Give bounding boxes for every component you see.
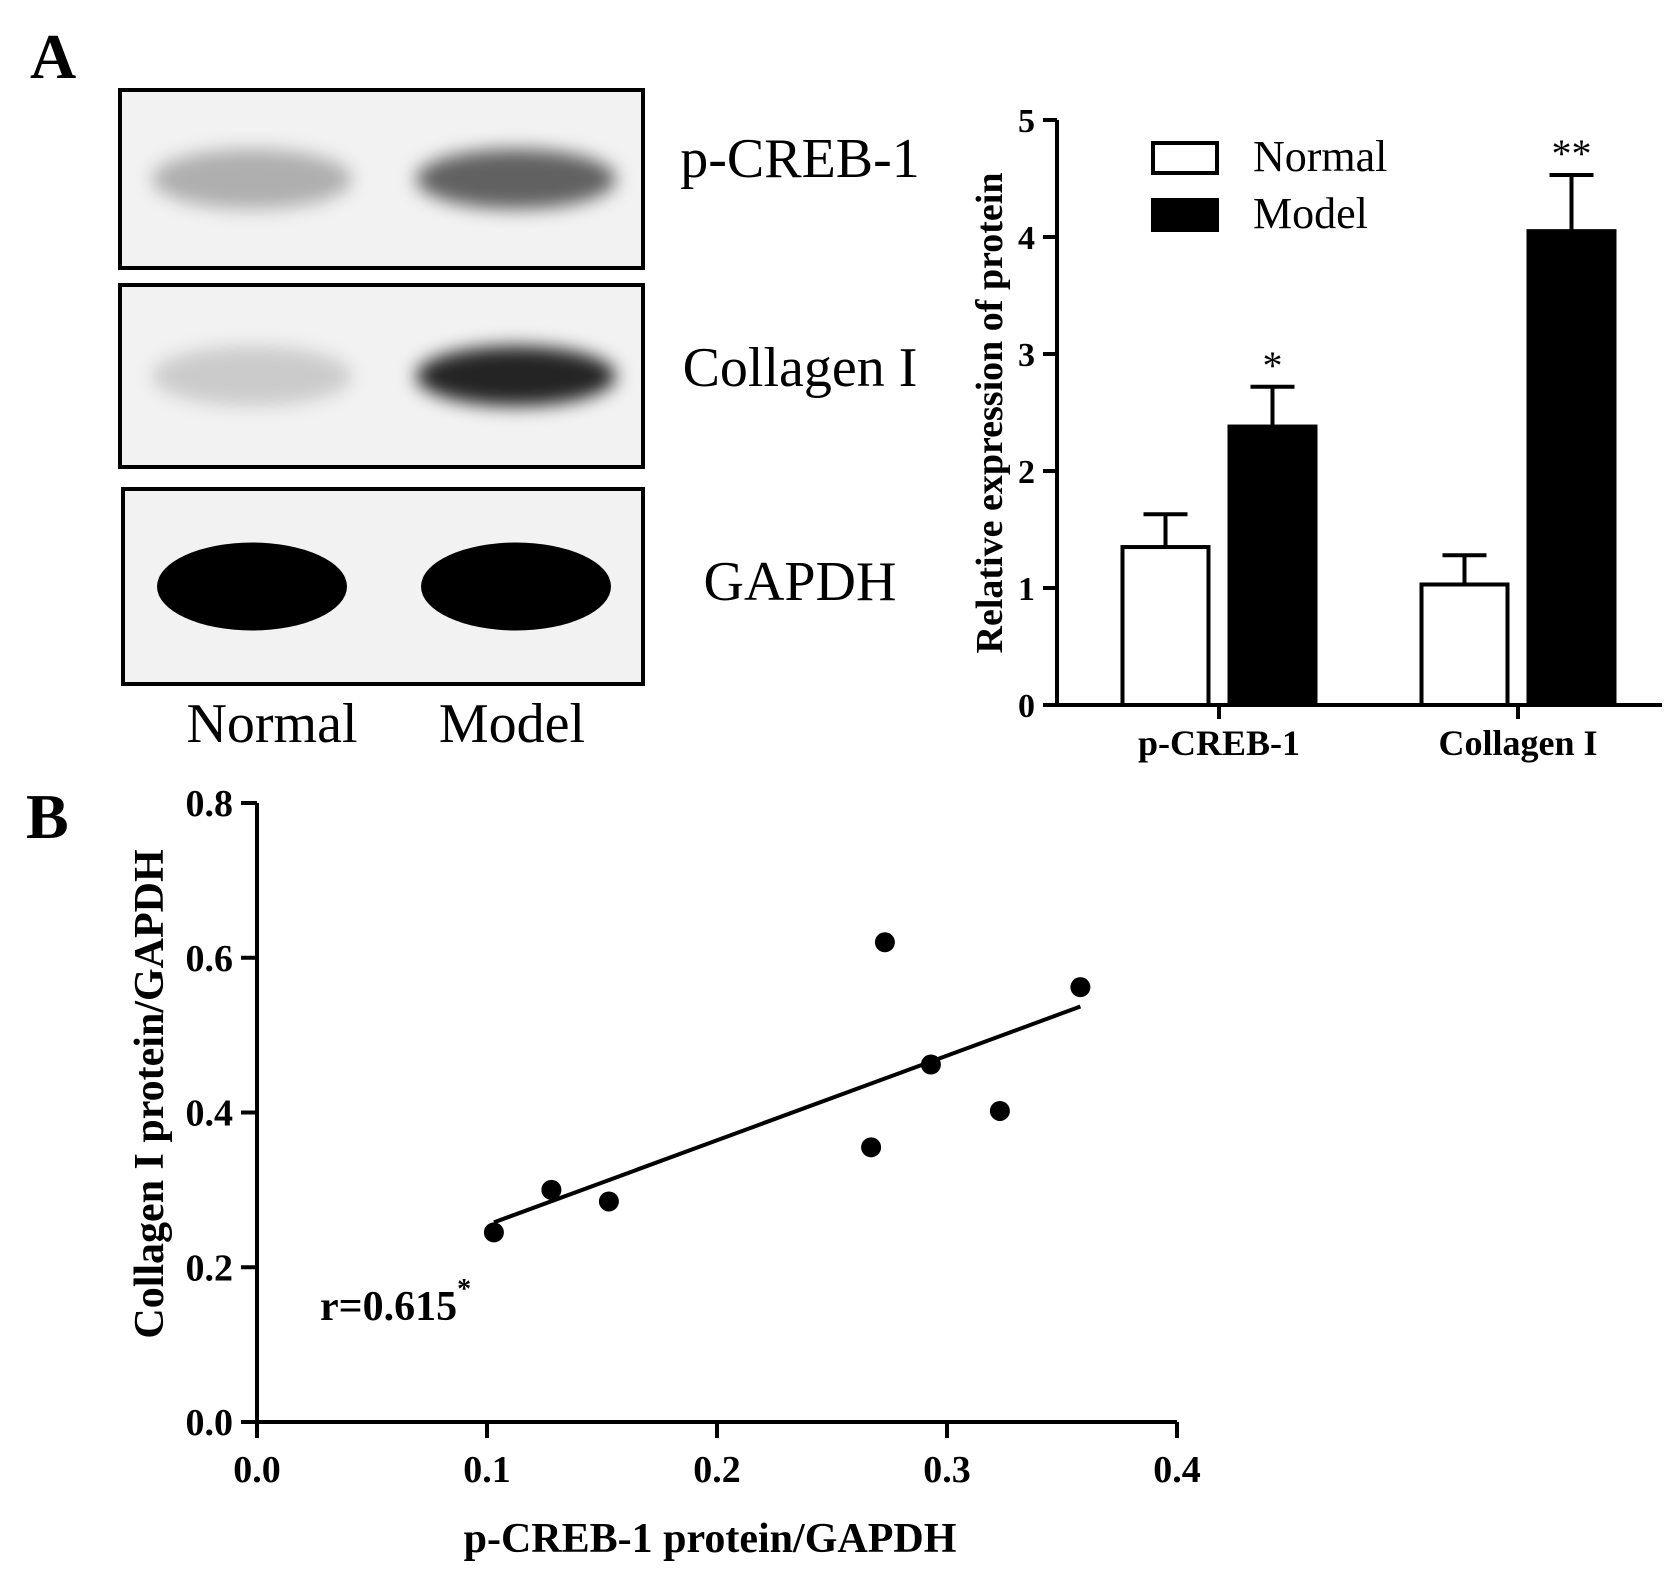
data-point <box>1070 977 1091 998</box>
scatter-chart-y-axis-label: Collagen I protein/GAPDH <box>127 849 173 1338</box>
correlation-value: r=0.615 <box>320 1284 457 1330</box>
scatter-chart-marks <box>483 932 1091 1243</box>
y-tick-label: 3 <box>1018 337 1035 374</box>
bar-chart-legend: Normal Model <box>1151 132 1387 238</box>
legend-label: Model <box>1253 189 1368 238</box>
legend-label: Normal <box>1253 132 1387 181</box>
blot-band-collagen-i-model <box>416 346 616 406</box>
data-point <box>989 1100 1010 1121</box>
correlation-significance: * <box>457 1274 471 1305</box>
x-tick-label: 0.4 <box>1153 1449 1201 1491</box>
y-tick-label: 0 <box>1018 688 1035 725</box>
correlation-annotation: r=0.615* <box>320 1274 471 1330</box>
x-tick-label: Collagen I <box>1438 723 1597 763</box>
bar-model-1 <box>1526 229 1617 707</box>
blot-row-label: Collagen I <box>683 337 918 399</box>
blot-band-gapdh-normal <box>157 542 347 631</box>
x-tick-label: 0.2 <box>693 1449 741 1491</box>
blot-band-p-creb-1-model <box>416 149 616 209</box>
scatter-chart-axes: 0.0 0.2 0.4 0.6 0.8 0.0 0.1 0.2 0.3 0.4 <box>186 783 1201 1491</box>
y-tick-label: 1 <box>1018 571 1035 608</box>
x-tick-label: p-CREB-1 <box>1138 723 1300 763</box>
scatter-chart: 0.0 0.2 0.4 0.6 0.8 0.0 0.1 0.2 0.3 0.4 p-CREB-1 … <box>127 783 1201 1562</box>
y-tick-label: 2 <box>1018 454 1035 491</box>
scatter-chart-x-axis-label: p-CREB-1 protein/GAPDH <box>464 1516 957 1562</box>
panel-a-letter: A <box>30 21 76 92</box>
significance-marker: * <box>1263 343 1283 388</box>
x-tick-label: 0.1 <box>463 1449 511 1491</box>
y-tick-label: 4 <box>1018 220 1035 257</box>
y-tick-label: 0.0 <box>186 1402 234 1444</box>
regression-line <box>493 1004 1082 1225</box>
blot-row-label: p-CREB-1 <box>680 128 920 190</box>
y-tick-label: 0.6 <box>186 938 234 980</box>
y-tick-label: 5 <box>1018 103 1035 140</box>
data-point <box>920 1054 941 1075</box>
bar-chart-marks: *** <box>1120 131 1617 707</box>
bar-normal-1 <box>1419 582 1510 707</box>
blot-band-gapdh-model <box>421 542 611 631</box>
blot-lane-label: Normal <box>186 693 357 755</box>
x-tick-label: 0.0 <box>233 1449 281 1491</box>
legend-swatch-normal <box>1151 141 1219 175</box>
bar-model-0 <box>1227 424 1318 707</box>
y-tick-label: 0.8 <box>186 783 234 825</box>
data-point <box>541 1179 562 1200</box>
x-tick-label: 0.3 <box>923 1449 971 1491</box>
y-tick-label: 0.2 <box>186 1247 234 1289</box>
data-point <box>598 1191 619 1212</box>
bar-chart-axes: 0 1 2 3 4 5 p-CREB-1 Collagen I <box>1018 103 1662 763</box>
western-blot: p-CREB-1 Collagen I GAPDH Normal Model <box>118 88 920 755</box>
legend-swatch-model <box>1151 198 1219 232</box>
blot-band-p-creb-1-normal <box>152 149 352 209</box>
data-point <box>861 1137 882 1158</box>
bar-chart-y-axis-label: Relative expression of protein <box>969 173 1011 654</box>
y-tick-label: 0.4 <box>186 1093 234 1135</box>
bar-normal-0 <box>1120 545 1211 707</box>
blot-lane-label: Model <box>439 693 585 755</box>
significance-marker: ** <box>1552 131 1592 176</box>
blot-row-label: GAPDH <box>704 551 897 613</box>
data-point <box>483 1222 504 1243</box>
panel-b-letter: B <box>26 781 69 852</box>
blot-band-collagen-i-normal <box>152 346 352 406</box>
data-point <box>874 932 895 953</box>
